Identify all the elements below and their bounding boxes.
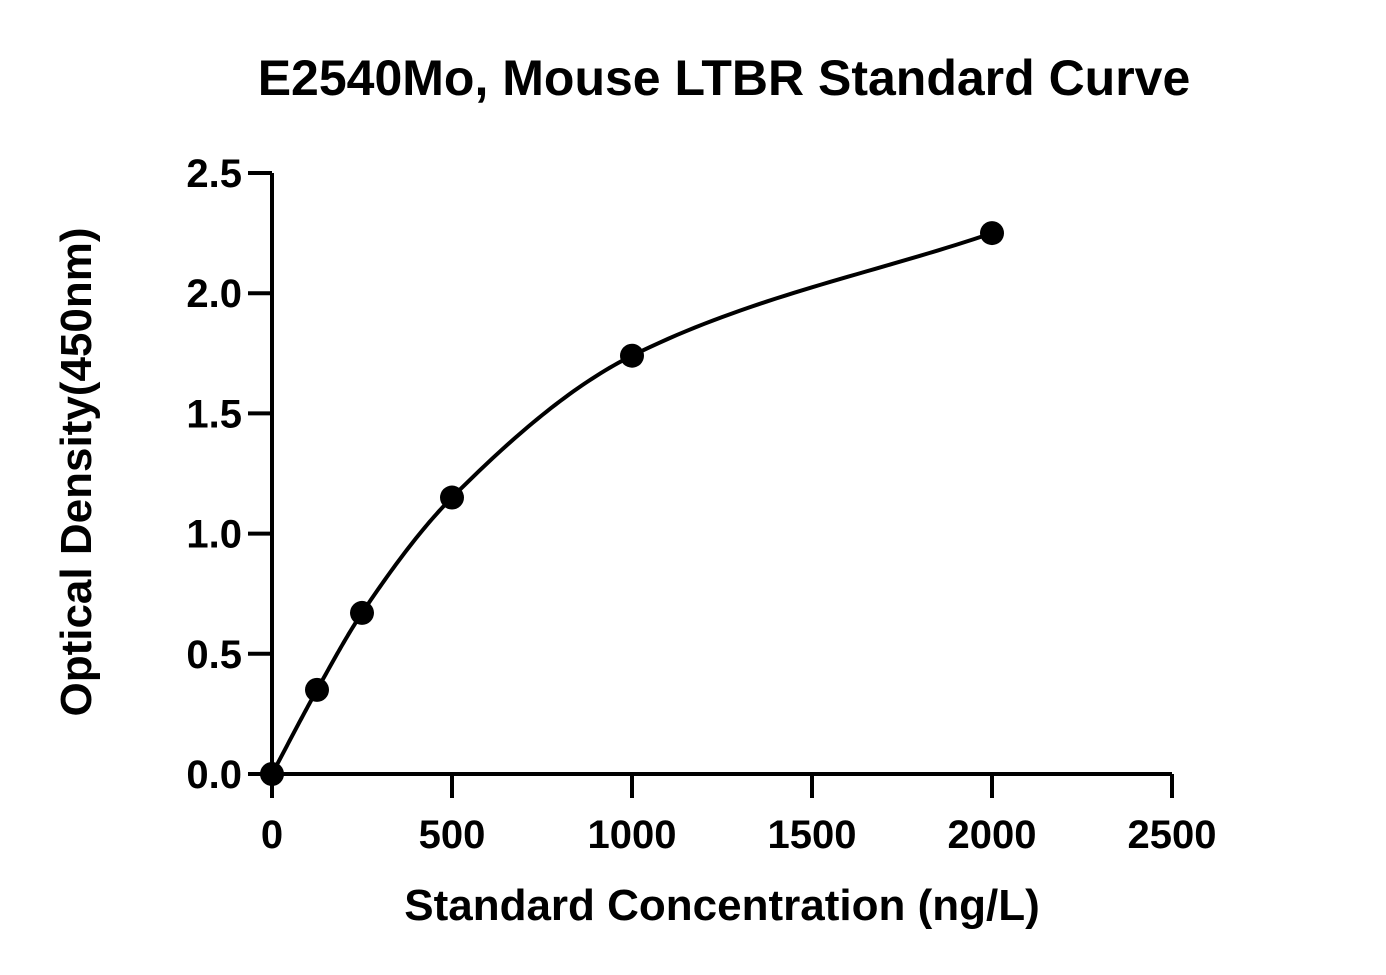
y-tick-label: 1.5 (186, 392, 242, 436)
x-tick-label: 1000 (588, 813, 677, 857)
data-points (260, 221, 1004, 786)
x-tick-label: 0 (261, 813, 283, 857)
data-point (305, 677, 329, 702)
x-tick-label: 2000 (948, 813, 1037, 857)
data-point (350, 600, 374, 625)
data-point (620, 343, 644, 368)
x-tick-label: 1500 (768, 813, 857, 857)
data-point (260, 762, 284, 786)
x-axis-label: Standard Concentration (ng/L) (404, 881, 1040, 930)
data-point (440, 485, 464, 510)
axes (270, 173, 1172, 776)
y-tick-label: 2.5 (186, 152, 242, 196)
y-axis-ticks: 0.0 0.5 1.0 1.5 2.0 2.5 (186, 152, 272, 797)
fit-curve (270, 231, 993, 775)
x-axis-ticks: 0 500 1000 1500 2000 2500 (261, 774, 1217, 857)
data-point (980, 221, 1004, 246)
y-tick-label: 2.0 (186, 272, 242, 316)
y-tick-label: 0.5 (186, 633, 242, 677)
y-tick-label: 1.0 (186, 513, 242, 557)
y-axis-label: Optical Density(450nm) (52, 227, 101, 716)
x-tick-label: 500 (419, 813, 486, 857)
y-tick-label: 0.0 (186, 753, 242, 797)
chart-title: E2540Mo, Mouse LTBR Standard Curve (258, 50, 1191, 106)
x-tick-label: 2500 (1128, 813, 1217, 857)
